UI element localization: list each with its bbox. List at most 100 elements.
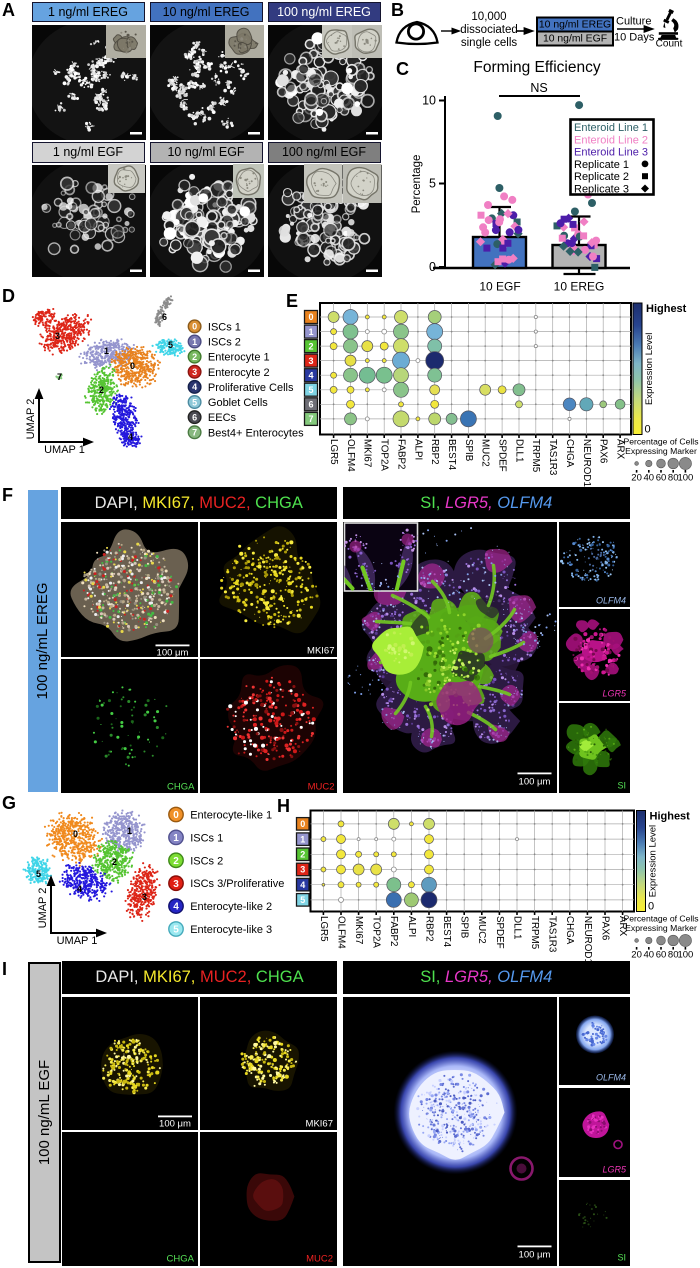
svg-text:dissociated: dissociated <box>460 24 518 36</box>
svg-text:5: 5 <box>192 397 197 407</box>
svg-text:NEUROD1: NEUROD1 <box>581 439 592 487</box>
svg-text:10 EREG: 10 EREG <box>554 280 605 294</box>
svg-text:5: 5 <box>308 385 313 395</box>
svg-text:LGR5: LGR5 <box>318 916 329 942</box>
svg-text:Replicate 3: Replicate 3 <box>574 184 629 196</box>
svg-text:ISCs 1: ISCs 1 <box>190 832 223 844</box>
svg-text:Expressing Marker: Expressing Marker <box>625 923 697 933</box>
svg-text:20: 20 <box>631 473 642 484</box>
svg-text:Enteroid Line 1: Enteroid Line 1 <box>574 122 648 134</box>
svg-text:4: 4 <box>192 382 197 392</box>
svg-text:MUC2: MUC2 <box>307 781 334 792</box>
svg-text:0: 0 <box>648 901 654 913</box>
svg-text:0: 0 <box>130 361 135 371</box>
svg-text:CHGA: CHGA <box>167 1253 195 1264</box>
svg-text:MKI67: MKI67 <box>362 439 373 467</box>
svg-text:Replicate 2: Replicate 2 <box>574 171 629 183</box>
svg-text:3: 3 <box>173 879 179 890</box>
svg-text:NEUROD1: NEUROD1 <box>582 916 593 964</box>
svg-text:Enteroid Line 2: Enteroid Line 2 <box>574 134 648 146</box>
svg-text:Best4+ Enterocytes: Best4+ Enterocytes <box>208 427 304 439</box>
svg-text:2: 2 <box>308 341 313 351</box>
svg-text:MUC2: MUC2 <box>306 1253 333 1264</box>
svg-text:Enterocyte-like 1: Enterocyte-like 1 <box>190 809 272 821</box>
svg-text:Replicate 1: Replicate 1 <box>574 159 629 171</box>
svg-text:Enterocyte 2: Enterocyte 2 <box>208 367 270 379</box>
svg-text:0: 0 <box>645 424 651 436</box>
svg-text:5: 5 <box>300 895 305 905</box>
svg-text:100 μm: 100 μm <box>156 647 188 658</box>
svg-text:10 ng/ml EGF: 10 ng/ml EGF <box>543 34 607 45</box>
svg-text:0: 0 <box>300 819 305 829</box>
svg-text:4: 4 <box>308 370 313 380</box>
svg-text:1: 1 <box>127 826 132 836</box>
svg-text:5: 5 <box>173 925 179 936</box>
svg-text:20: 20 <box>631 950 642 961</box>
svg-text:ARX: ARX <box>615 439 626 460</box>
svg-text:40: 40 <box>644 950 655 961</box>
svg-text:SI: SI <box>617 780 626 790</box>
svg-text:1: 1 <box>173 833 179 844</box>
svg-text:ALPI: ALPI <box>406 916 417 937</box>
svg-text:TRPM5: TRPM5 <box>529 916 540 950</box>
svg-text:H: H <box>277 796 290 816</box>
svg-text:10,000: 10,000 <box>471 11 506 23</box>
svg-text:4: 4 <box>77 884 82 894</box>
svg-text:80: 80 <box>668 473 679 484</box>
svg-text:Forming Efficiency: Forming Efficiency <box>473 59 600 76</box>
svg-text:Culture: Culture <box>616 16 651 28</box>
svg-text:Enteroid Line 3: Enteroid Line 3 <box>574 147 648 159</box>
svg-text:0: 0 <box>429 260 436 274</box>
svg-text:OLFM4: OLFM4 <box>335 916 346 949</box>
svg-text:LGR5: LGR5 <box>602 1164 627 1174</box>
svg-text:3: 3 <box>192 367 197 377</box>
svg-text:40: 40 <box>644 473 655 484</box>
svg-text:UMAP 2: UMAP 2 <box>37 888 49 929</box>
svg-text:NS: NS <box>530 81 547 95</box>
svg-text:Highest: Highest <box>646 303 687 315</box>
svg-text:DLL1: DLL1 <box>513 439 524 462</box>
svg-text:MKI67: MKI67 <box>306 1118 333 1129</box>
svg-text:0: 0 <box>192 322 197 332</box>
svg-text:Proliferative Cells: Proliferative Cells <box>208 382 294 394</box>
svg-text:100: 100 <box>677 473 693 484</box>
svg-text:100: 100 <box>677 950 693 961</box>
svg-text:7: 7 <box>192 428 197 438</box>
svg-text:4: 4 <box>173 902 179 913</box>
svg-text:10 ng/ml EREG: 10 ng/ml EREG <box>539 20 611 31</box>
svg-text:0: 0 <box>73 829 78 839</box>
svg-text:3: 3 <box>142 892 147 902</box>
svg-text:Highest: Highest <box>650 811 691 823</box>
svg-text:SPIB: SPIB <box>463 439 474 462</box>
svg-text:4: 4 <box>128 432 133 442</box>
svg-text:MKI67: MKI67 <box>307 645 334 656</box>
svg-text:6: 6 <box>192 412 197 422</box>
svg-text:C: C <box>396 59 409 79</box>
svg-text:TAS1R3: TAS1R3 <box>547 439 558 476</box>
svg-text:OLFM4: OLFM4 <box>596 1072 626 1082</box>
svg-text:MUC2: MUC2 <box>480 439 491 467</box>
svg-text:TOP2A: TOP2A <box>371 916 382 948</box>
svg-text:3: 3 <box>308 356 313 366</box>
svg-text:FABP2: FABP2 <box>388 916 399 947</box>
svg-text:SPIB: SPIB <box>459 916 470 939</box>
svg-text:2: 2 <box>173 856 179 867</box>
svg-text:UMAP 2: UMAP 2 <box>25 399 37 440</box>
svg-text:ISCs 2: ISCs 2 <box>190 855 223 867</box>
svg-text:Percentage of Cells: Percentage of Cells <box>624 437 699 447</box>
svg-text:CHGA: CHGA <box>167 781 195 792</box>
svg-text:100 μm: 100 μm <box>159 1118 191 1129</box>
svg-text:1: 1 <box>308 327 313 337</box>
svg-text:OLFM4: OLFM4 <box>345 439 356 472</box>
svg-text:SPDEF: SPDEF <box>497 439 508 472</box>
svg-text:ARX: ARX <box>617 916 628 937</box>
svg-text:ALPI: ALPI <box>412 439 423 460</box>
svg-text:60: 60 <box>656 950 667 961</box>
svg-text:CHGA: CHGA <box>564 916 575 945</box>
svg-text:100 μm: 100 μm <box>518 1249 550 1260</box>
svg-text:SPDEF: SPDEF <box>494 916 505 949</box>
svg-text:Enterocyte-like 3: Enterocyte-like 3 <box>190 924 272 936</box>
svg-text:FABP2: FABP2 <box>395 439 406 470</box>
svg-text:LGR5: LGR5 <box>328 439 339 465</box>
svg-text:3: 3 <box>300 865 305 875</box>
